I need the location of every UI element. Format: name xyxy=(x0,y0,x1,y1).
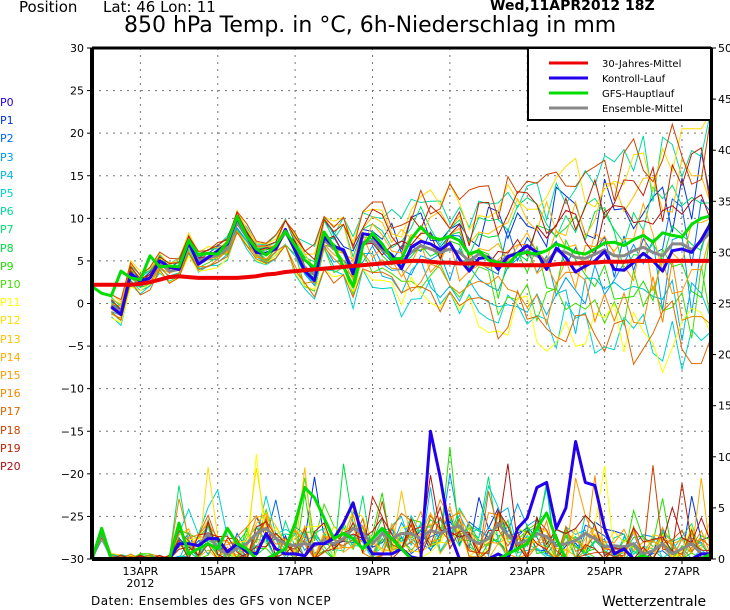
tick-label-left: 30 xyxy=(70,42,84,55)
tick-label-right: 50 xyxy=(718,42,730,55)
member-label-p12: P12 xyxy=(0,314,21,328)
member-temp-line-p11 xyxy=(111,230,712,374)
data-source-note: Daten: Ensembles des GFS von NCEP xyxy=(91,594,332,608)
member-label-p20: P20 xyxy=(0,460,21,473)
data-lines xyxy=(90,109,713,561)
member-precip-line-p11 xyxy=(91,453,711,561)
member-label-p7: P7 xyxy=(0,223,14,237)
member-temp-line-p13 xyxy=(111,156,712,306)
tick-label-date: 23APR xyxy=(509,565,545,578)
tick-label-left: −25 xyxy=(61,510,84,523)
tick-label-date: 13APR xyxy=(122,565,158,578)
tick-label-right: 45 xyxy=(718,93,730,106)
legend: 30-Jahres-Mittel Kontroll-Lauf GFS-Hauptla… xyxy=(527,47,712,121)
tick-label-left: −20 xyxy=(61,468,84,481)
member-label-p5: P5 xyxy=(0,187,14,200)
tick-label-right: 15 xyxy=(718,400,730,413)
tick-label-right: 5 xyxy=(718,502,725,515)
tick-label-date: 21APR xyxy=(432,565,468,578)
member-label-p0: P0 xyxy=(0,96,14,109)
tick-label-left: 25 xyxy=(70,85,84,98)
tick-label-left: −30 xyxy=(61,553,84,566)
member-temp-line-p17 xyxy=(110,231,712,366)
member-label-p14: P14 xyxy=(0,350,21,364)
tick-label-left: 0 xyxy=(77,298,84,311)
tick-label-date: 27APR xyxy=(664,565,700,578)
legend-label: Ensemble-Mittel xyxy=(602,104,683,115)
member-label-p18: P18 xyxy=(0,423,21,437)
member-label-p9: P9 xyxy=(0,259,14,273)
tick-label-left: −15 xyxy=(61,425,84,438)
member-precip-line-p8 xyxy=(91,463,712,561)
tick-label-right: 40 xyxy=(718,144,730,157)
series-gfs-hauptlauf-temp xyxy=(91,214,712,298)
member-temp-line-p12 xyxy=(110,111,712,304)
member-label-p2: P2 xyxy=(0,132,14,146)
tick-label-date: 19APR xyxy=(355,565,391,578)
tick-label-left: 5 xyxy=(77,255,84,268)
member-label-p8: P8 xyxy=(0,241,14,255)
member-label-p4: P4 xyxy=(0,168,14,182)
tick-label-date: 25APR xyxy=(587,565,623,578)
member-label-p19: P19 xyxy=(0,441,21,455)
position-label: Position xyxy=(19,0,78,16)
member-label-p11: P11 xyxy=(0,296,21,310)
legend-label: 30-Jahres-Mittel xyxy=(602,59,681,70)
legend-label: Kontroll-Lauf xyxy=(602,74,666,85)
tick-label-date: 17APR xyxy=(277,565,313,578)
tick-label-left: 10 xyxy=(70,212,84,225)
member-label-p3: P3 xyxy=(0,150,14,164)
tick-label-date: 15APR xyxy=(200,565,236,578)
tick-label-right: 35 xyxy=(718,195,730,208)
brand-label: Wetterzentrale xyxy=(602,594,707,610)
member-temp-line-p15 xyxy=(111,221,712,317)
tick-label-left: 15 xyxy=(70,170,84,183)
model-run-date: Wed,11APR2012 18Z xyxy=(490,0,655,14)
tick-label-right: 25 xyxy=(718,298,730,311)
member-label-p1: P1 xyxy=(0,114,14,128)
tick-label-right: 30 xyxy=(718,246,730,259)
tick-label-year: 2012 xyxy=(126,577,154,590)
member-label-p16: P16 xyxy=(0,387,21,401)
tick-label-left: −5 xyxy=(68,340,84,353)
member-temp-line-p1 xyxy=(111,152,712,311)
tick-label-right: 20 xyxy=(718,349,730,362)
tick-label-right: 0 xyxy=(718,553,725,566)
chart-title: 850 hPa Temp. in °C, 6h-Niederschlag in … xyxy=(124,13,617,38)
member-label-p10: P10 xyxy=(0,278,21,291)
member-label-p6: P6 xyxy=(0,205,14,219)
series-30-jahres-mittel xyxy=(92,258,711,287)
axes: 302520151050−5−10−15−20−25−3050454035302… xyxy=(61,42,730,590)
tick-label-left: −10 xyxy=(61,383,84,396)
member-label-p17: P17 xyxy=(0,405,21,419)
member-temp-line-p5 xyxy=(110,229,712,370)
position-coordinates: Lat: 46 Lon: 11 xyxy=(103,0,216,16)
tick-label-right: 10 xyxy=(718,451,730,464)
legend-label: GFS-Hauptlauf xyxy=(602,89,675,100)
member-label-p15: P15 xyxy=(0,369,21,382)
tick-label-left: 20 xyxy=(70,127,84,140)
member-label-p13: P13 xyxy=(0,332,21,346)
